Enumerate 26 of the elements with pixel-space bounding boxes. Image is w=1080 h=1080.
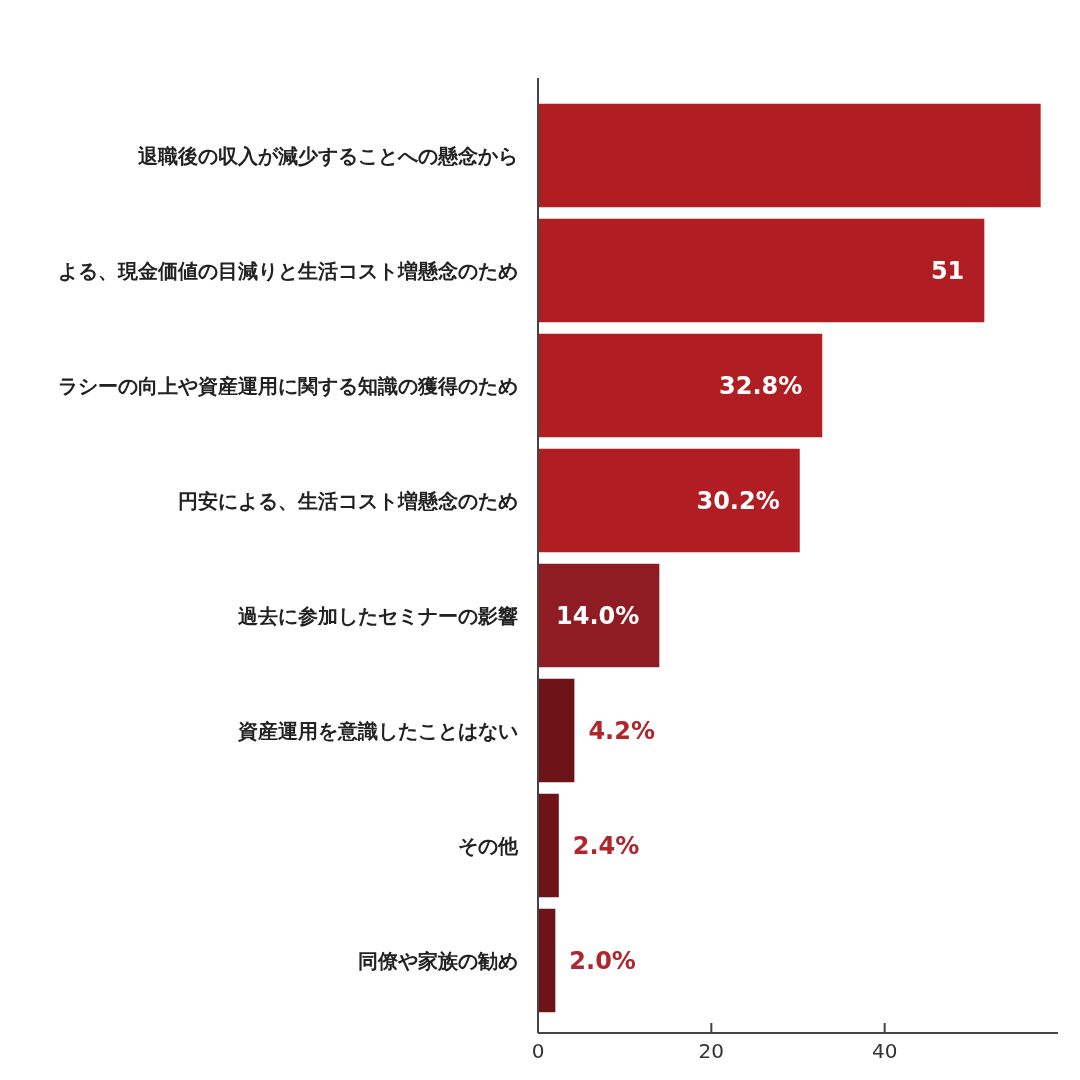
x-tick-label: 0 — [531, 1039, 545, 1063]
x-tick-label: 20 — [698, 1039, 725, 1063]
data-label: 14.0% — [556, 601, 640, 630]
y-tick-label: 過去に参加したセミナーの影響 — [237, 603, 518, 628]
bar — [538, 333, 823, 438]
bar — [538, 678, 575, 783]
bar — [538, 218, 985, 323]
y-tick-label: その他 — [458, 833, 519, 858]
bar — [538, 448, 800, 553]
y-tick-label: ラシーの向上や資産運用に関する知識の獲得のため — [58, 373, 518, 398]
bar — [538, 103, 1041, 208]
y-tick-label: 同僚や家族の勧め — [358, 948, 518, 973]
y-tick-label: 円安による、生活コスト増懸念のため — [178, 488, 518, 513]
x-tick-label: 40 — [871, 1039, 898, 1063]
bar — [538, 908, 556, 1013]
y-tick-label: 退職後の収入が減少することへの懸念から — [137, 143, 518, 168]
data-label: 30.2% — [696, 486, 780, 515]
y-tick-label: よる、現金価値の目減りと生活コスト増懸念のため — [58, 258, 518, 283]
bar — [538, 793, 559, 898]
data-label: 32.8% — [719, 371, 803, 400]
data-label: 51 — [930, 256, 965, 285]
y-tick-label: 資産運用を意識したことはない — [237, 718, 518, 743]
data-label: 4.2% — [588, 716, 655, 745]
data-label: 2.0% — [569, 946, 636, 975]
data-label: 2.4% — [572, 831, 640, 860]
bar — [538, 563, 660, 668]
